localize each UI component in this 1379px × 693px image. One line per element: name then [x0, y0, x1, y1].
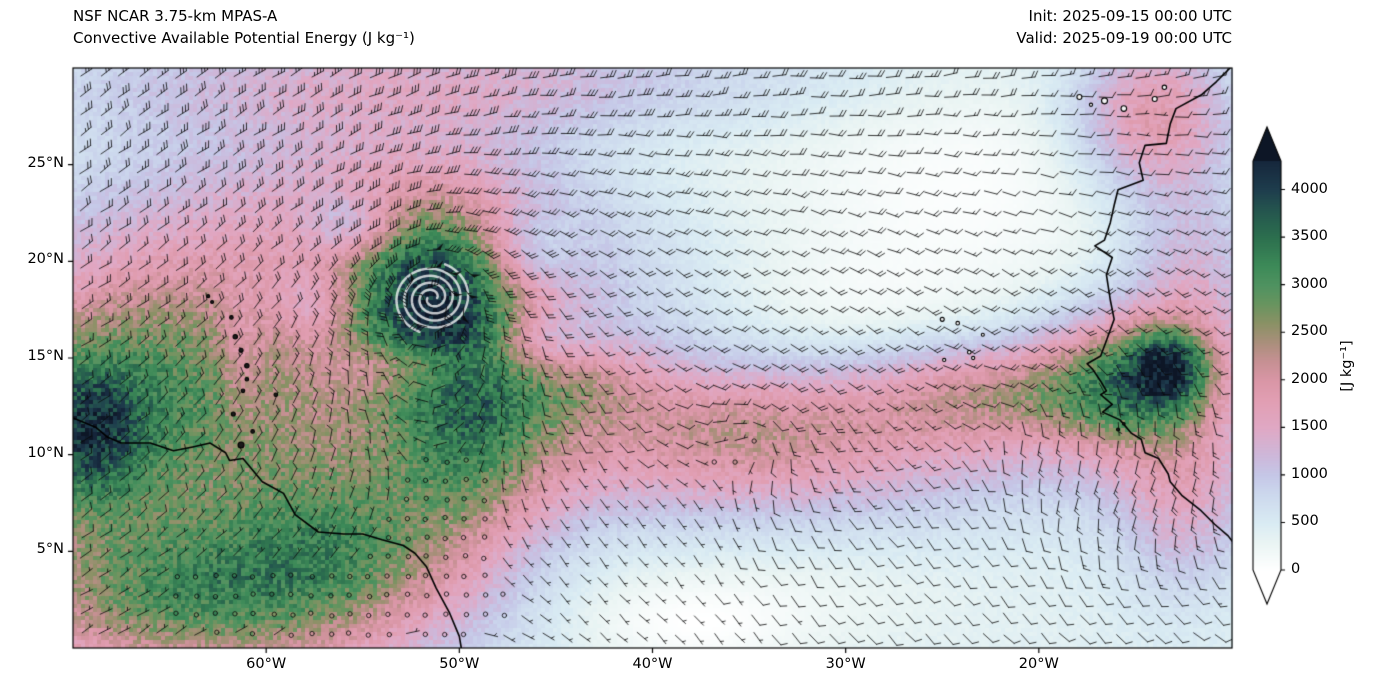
y-tick-label: 20°N: [27, 251, 64, 268]
x-tick-label: 50°W: [439, 656, 480, 672]
y-tick-label: 25°N: [27, 154, 64, 171]
colorbar-tick-label: 2000: [1291, 370, 1328, 387]
colorbar-tick-label: 1500: [1291, 418, 1328, 435]
valid-time: Valid: 2025-09-19 00:00 UTC: [1016, 29, 1232, 47]
y-tick-label: 15°N: [27, 348, 64, 364]
x-tick-label: 30°W: [825, 656, 866, 672]
colorbar-tick-label: 4000: [1291, 180, 1328, 197]
colorbar-tick-label: 500: [1291, 513, 1319, 530]
y-tick-label: 5°N: [36, 541, 64, 558]
x-tick-label: 60°W: [246, 656, 287, 672]
y-tick-label: 10°N: [27, 444, 64, 461]
x-tick-label: 40°W: [632, 656, 673, 672]
colorbar-axis-label: [J kg⁻¹]: [1339, 340, 1355, 392]
colorbar-tick-label: 3500: [1291, 228, 1328, 245]
colorbar-tick-label: 2500: [1291, 323, 1328, 340]
init-time: Init: 2025-09-15 00:00 UTC: [1028, 7, 1232, 25]
colorbar-tick-label: 3000: [1291, 275, 1328, 292]
model-title: NSF NCAR 3.75-km MPAS-A: [73, 7, 278, 25]
colorbar-tick-label: 1000: [1291, 465, 1328, 482]
variable-title: Convective Available Potential Energy (J…: [73, 29, 415, 47]
colorbar-tick-label: 0: [1291, 561, 1301, 577]
x-tick-label: 20°W: [1018, 656, 1059, 672]
